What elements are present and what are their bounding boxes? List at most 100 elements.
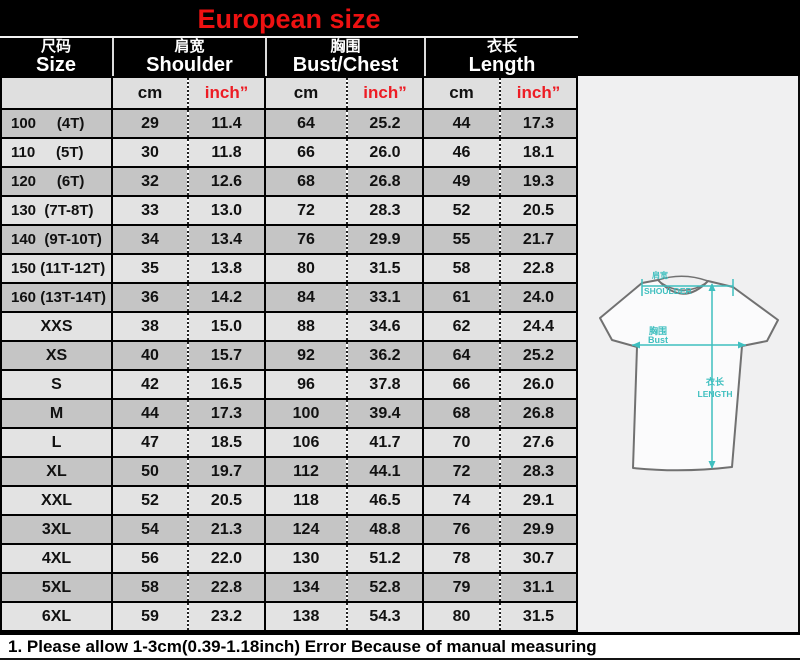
length-inch-cell: 25.2 [500, 340, 578, 371]
table-row: 140 (9T-10T) 34 13.4 76 29.9 55 21.7 [0, 224, 578, 255]
header-bust-zh: 胸围 [330, 37, 361, 55]
table-row: XL 50 19.7 112 44.1 72 28.3 [0, 456, 578, 487]
shoulder-inch-cell: 13.4 [188, 224, 266, 255]
table-row: XS 40 15.7 92 36.2 64 25.2 [0, 340, 578, 371]
shoulder-inch-cell: 20.5 [188, 485, 266, 516]
table-row: S 42 16.5 96 37.8 66 26.0 [0, 369, 578, 400]
bust-cm-cell: 88 [265, 311, 348, 342]
bust-cm-cell: 100 [265, 398, 348, 429]
length-cm-cell: 70 [423, 427, 501, 458]
shoulder-cm-cell: 44 [112, 398, 189, 429]
unit-cell-blank [0, 76, 113, 110]
table-row: XXL 52 20.5 118 46.5 74 29.1 [0, 485, 578, 516]
header-size-en: Size [35, 53, 77, 76]
shoulder-inch-cell: 15.7 [188, 340, 266, 371]
unit-cell-shoulder-inch: inch” [188, 76, 266, 110]
length-cm-cell: 58 [423, 253, 501, 284]
length-cm-cell: 52 [423, 195, 501, 226]
bust-inch-cell: 26.0 [347, 137, 424, 168]
shoulder-inch-cell: 11.8 [188, 137, 266, 168]
unit-cell-length-cm: cm [423, 76, 501, 110]
shoulder-cm-cell: 54 [112, 514, 189, 545]
bust-inch-cell: 51.2 [347, 543, 424, 574]
shoulder-inch-cell: 22.0 [188, 543, 266, 574]
shoulder-inch-cell: 19.7 [188, 456, 266, 487]
bust-inch-cell: 34.6 [347, 311, 424, 342]
shoulder-inch-cell: 17.3 [188, 398, 266, 429]
size-label-cell: 3XL [0, 514, 113, 545]
table-row: 150 (11T-12T) 35 13.8 80 31.5 58 22.8 [0, 253, 578, 284]
bust-inch-cell: 37.8 [347, 369, 424, 400]
shoulder-cm-cell: 34 [112, 224, 189, 255]
length-inch-cell: 30.7 [500, 543, 578, 574]
column-group-headers: 尺码 Size 肩宽 Shoulder 胸围 Bust/Chest 衣长 Len… [0, 36, 578, 76]
bust-cm-cell: 84 [265, 282, 348, 313]
bust-cm-cell: 64 [265, 108, 348, 139]
bust-cm-cell: 72 [265, 195, 348, 226]
shoulder-cm-cell: 33 [112, 195, 189, 226]
length-inch-cell: 21.7 [500, 224, 578, 255]
diagram-panel: 肩宽 SHOULDER 胸围 Bust 衣长 LENGTH [578, 76, 800, 632]
bust-inch-cell: 31.5 [347, 253, 424, 284]
table-row: 130 (7T-8T) 33 13.0 72 28.3 52 20.5 [0, 195, 578, 226]
shoulder-inch-cell: 11.4 [188, 108, 266, 139]
bust-inch-cell: 48.8 [347, 514, 424, 545]
bust-cm-cell: 76 [265, 224, 348, 255]
shoulder-label-en: SHOULDER [644, 286, 692, 296]
length-inch-cell: 20.5 [500, 195, 578, 226]
header-group-length: 衣长 Length [424, 38, 578, 76]
page-title: European size [197, 4, 381, 34]
shoulder-inch-cell: 22.8 [188, 572, 266, 603]
unit-cell-length-inch: inch” [500, 76, 578, 110]
shoulder-cm-cell: 30 [112, 137, 189, 168]
shoulder-cm-cell: 35 [112, 253, 189, 284]
bust-inch-cell: 54.3 [347, 601, 424, 632]
size-label-cell: 110 (5T) [0, 137, 113, 168]
table-row: M 44 17.3 100 39.4 68 26.8 [0, 398, 578, 429]
header-group-size: 尺码 Size [0, 38, 112, 76]
bust-inch-cell: 25.2 [347, 108, 424, 139]
size-label-cell: 100 (4T) [0, 108, 113, 139]
unit-cell-bust-inch: inch” [347, 76, 424, 110]
length-cm-cell: 68 [423, 398, 501, 429]
length-inch-cell: 27.6 [500, 427, 578, 458]
length-inch-cell: 18.1 [500, 137, 578, 168]
shoulder-inch-cell: 23.2 [188, 601, 266, 632]
size-label-cell: 130 (7T-8T) [0, 195, 113, 226]
size-label-cell: 120 (6T) [0, 166, 113, 197]
header-group-bust: 胸围 Bust/Chest [265, 38, 424, 76]
collar-inner-line [659, 281, 707, 291]
length-inch-cell: 22.8 [500, 253, 578, 284]
size-label-cell: 150 (11T-12T) [0, 253, 113, 284]
size-label-cell: 5XL [0, 572, 113, 603]
header-bust-en: Bust/Chest [292, 53, 399, 76]
shoulder-inch-cell: 14.2 [188, 282, 266, 313]
table-row: 100 (4T) 29 11.4 64 25.2 44 17.3 [0, 108, 578, 139]
length-cm-cell: 74 [423, 485, 501, 516]
length-inch-cell: 17.3 [500, 108, 578, 139]
size-label-cell: 160 (13T-14T) [0, 282, 113, 313]
unit-row: cm inch” cm inch” cm inch” [0, 76, 578, 110]
length-cm-cell: 79 [423, 572, 501, 603]
shoulder-label-zh: 肩宽 [652, 270, 668, 280]
size-label-cell: XXL [0, 485, 113, 516]
shoulder-cm-cell: 40 [112, 340, 189, 371]
bust-cm-cell: 80 [265, 253, 348, 284]
bust-cm-cell: 68 [265, 166, 348, 197]
length-inch-cell: 26.8 [500, 398, 578, 429]
length-cm-cell: 76 [423, 514, 501, 545]
bust-cm-cell: 118 [265, 485, 348, 516]
length-inch-cell: 29.9 [500, 514, 578, 545]
length-inch-cell: 26.0 [500, 369, 578, 400]
bust-cm-cell: 92 [265, 340, 348, 371]
length-label-zh: 衣长 [706, 376, 725, 387]
size-label-cell: S [0, 369, 113, 400]
tshirt-outline [599, 279, 779, 472]
shoulder-inch-cell: 13.8 [188, 253, 266, 284]
unit-cell-bust-cm: cm [265, 76, 348, 110]
size-label-cell: XS [0, 340, 113, 371]
shoulder-inch-cell: 16.5 [188, 369, 266, 400]
table-row: XXS 38 15.0 88 34.6 62 24.4 [0, 311, 578, 342]
length-cm-cell: 62 [423, 311, 501, 342]
